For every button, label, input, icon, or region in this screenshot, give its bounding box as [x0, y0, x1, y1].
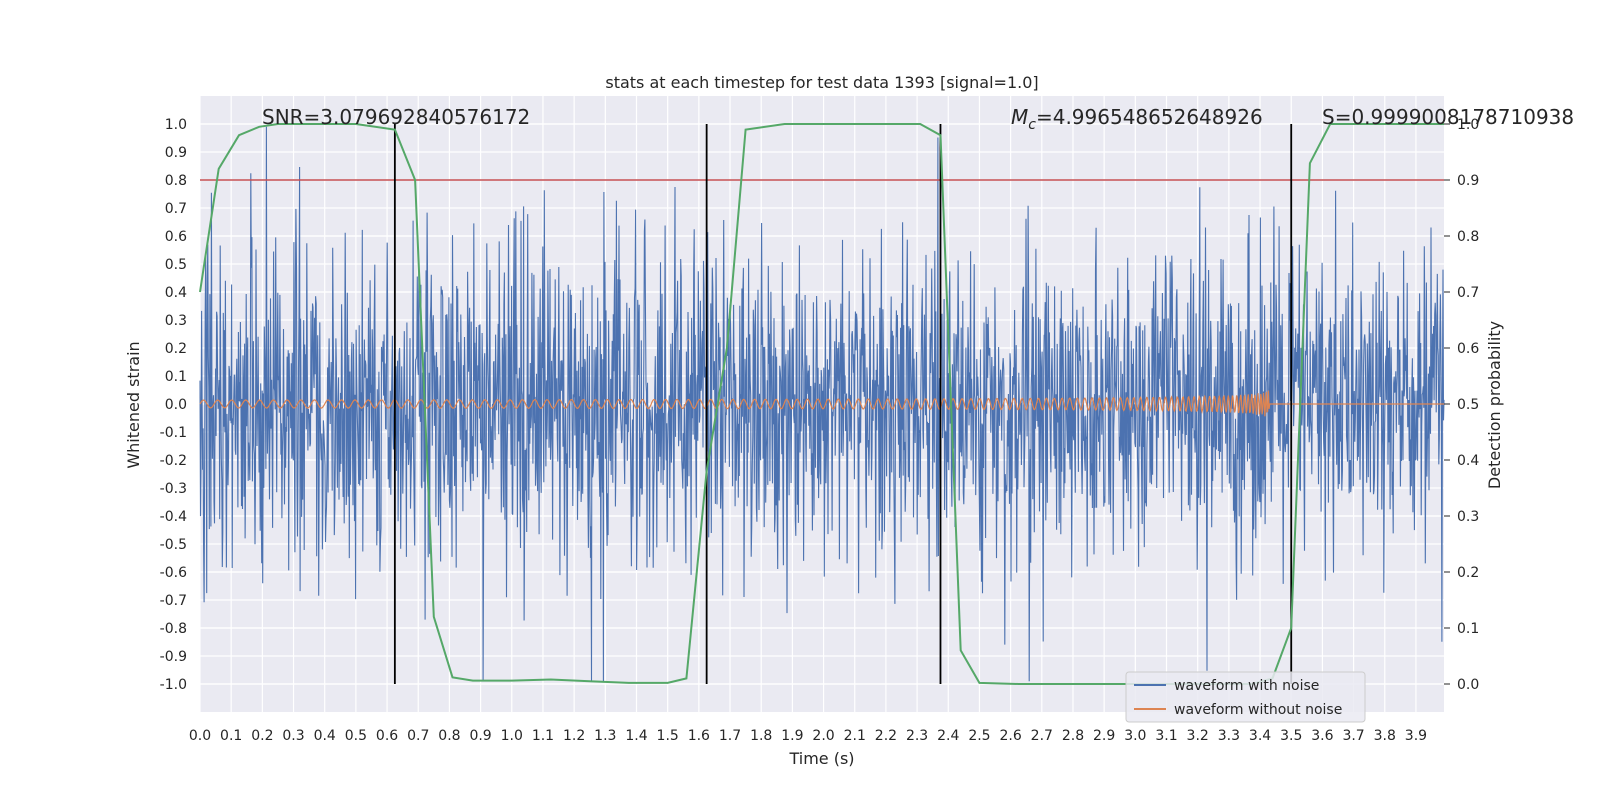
- x-tick-label: 1.8: [750, 728, 772, 744]
- y-tick-label: -0.7: [160, 593, 187, 609]
- x-tick-label: 1.9: [781, 728, 803, 744]
- y-tick-label: -0.8: [160, 621, 187, 637]
- x-tick-label: 3.7: [1342, 728, 1364, 744]
- y-tick-label: 0.7: [165, 201, 187, 217]
- boundary-lines: [393, 124, 1293, 684]
- x-tick-label: 1.3: [594, 728, 616, 744]
- y-tick-label: -0.6: [160, 565, 187, 581]
- y-tick-label: 0.2: [165, 341, 187, 357]
- x-tick-label: 0.9: [469, 728, 491, 744]
- x-tick-label: 3.1: [1155, 728, 1177, 744]
- y2-tick-label: 0.0: [1457, 677, 1479, 693]
- x-tick-label: 0.0: [189, 728, 211, 744]
- y-tick-label: -0.9: [160, 649, 187, 665]
- x-tick-label: 1.6: [688, 728, 710, 744]
- y-tick-label: -0.4: [160, 509, 187, 525]
- x-tick-label: 2.9: [1093, 728, 1115, 744]
- x-tick-label: 3.3: [1218, 728, 1240, 744]
- x-tick-label: 3.9: [1405, 728, 1427, 744]
- x-tick-label: 3.2: [1187, 728, 1209, 744]
- s-annotation: S=0.9999008178710938: [1322, 105, 1574, 129]
- x-tick-label: 1.5: [657, 728, 679, 744]
- x-tick-label: 2.4: [937, 728, 959, 744]
- x-tick-label: 0.5: [345, 728, 367, 744]
- x-tick-label: 2.3: [906, 728, 928, 744]
- x-axis-label: Time (s): [788, 749, 854, 768]
- y-tick-label: 0.0: [165, 397, 187, 413]
- y2-tick-label: 1.0: [1457, 117, 1479, 133]
- y-tick-label: 0.1: [165, 369, 187, 385]
- x-tick-label: 3.5: [1280, 728, 1302, 744]
- waveform-with-noise-line: [199, 126, 1445, 682]
- x-tick-label: 0.6: [376, 728, 398, 744]
- x-tick-label: 0.3: [282, 728, 304, 744]
- chirp-mass-annotation: Mc=4.996548652648926: [1011, 105, 1263, 133]
- x-tick-label: 2.8: [1062, 728, 1084, 744]
- waveform-without-noise-line: [199, 390, 1444, 417]
- x-tick-label: 0.8: [438, 728, 460, 744]
- x-tick-label: 0.7: [407, 728, 429, 744]
- y-axis-ticks: 1.0 0.9 0.8 0.7 0.6 0.5 0.4 0.3 0.2 0.1 0.0 -0.1 -0.…: [160, 117, 187, 693]
- y-tick-label: 0.4: [165, 285, 187, 301]
- x-tick-label: 2.6: [999, 728, 1021, 744]
- waveform-without-noise-series: [199, 390, 1444, 417]
- y-tick-label: 0.9: [165, 145, 187, 161]
- y-axis-label: Whitened strain: [124, 341, 143, 468]
- y-tick-label: -0.1: [160, 425, 187, 441]
- x-tick-label: 0.1: [220, 728, 242, 744]
- legend-label-clean: waveform without noise: [1174, 702, 1342, 718]
- mc-subscript: c: [1028, 117, 1036, 133]
- x-tick-label: 1.0: [501, 728, 523, 744]
- y2-tick-label: 0.6: [1457, 341, 1479, 357]
- legend-label-noise: waveform with noise: [1174, 678, 1319, 694]
- y-tick-label: 0.5: [165, 257, 187, 273]
- snr-annotation: SNR=3.079692840576172: [262, 105, 530, 129]
- x-tick-label: 3.6: [1311, 728, 1333, 744]
- y2-tick-label: 0.4: [1457, 453, 1479, 469]
- x-tick-label: 2.5: [968, 728, 990, 744]
- y-tick-label: 0.3: [165, 313, 187, 329]
- x-tick-label: 3.0: [1124, 728, 1146, 744]
- chart-title: stats at each timestep for test data 139…: [605, 73, 1038, 92]
- y-tick-label: -0.5: [160, 537, 187, 553]
- x-tick-label: 2.0: [812, 728, 834, 744]
- x-tick-label: 0.2: [251, 728, 273, 744]
- y2-axis-label: Detection probability: [1485, 321, 1504, 489]
- x-tick-label: 3.8: [1374, 728, 1396, 744]
- x-tick-label: 2.7: [1031, 728, 1053, 744]
- x-axis-ticks: 0.0 0.1 0.2 0.3 0.4 0.5 0.6 0.7 0.8 0.9 1.0 1.1 1.2 1…: [189, 728, 1427, 744]
- legend: waveform with noise waveform without noi…: [1125, 671, 1366, 723]
- x-tick-label: 1.7: [719, 728, 741, 744]
- y2-tick-label: 0.7: [1457, 285, 1479, 301]
- x-tick-label: 1.4: [625, 728, 647, 744]
- legend-box: [1125, 671, 1366, 723]
- y2-tick-label: 0.1: [1457, 621, 1479, 637]
- x-tick-label: 3.4: [1249, 728, 1271, 744]
- y2-tick-label: 0.2: [1457, 565, 1479, 581]
- mc-value: =4.996548652648926: [1036, 105, 1263, 129]
- waveform-with-noise-series: [199, 126, 1445, 682]
- y-tick-label: 0.8: [165, 173, 187, 189]
- y-tick-label: -0.3: [160, 481, 187, 497]
- x-tick-label: 2.2: [875, 728, 897, 744]
- mc-symbol: M: [1011, 105, 1028, 129]
- y-tick-label: 1.0: [165, 117, 187, 133]
- y2-tick-label: 0.9: [1457, 173, 1479, 189]
- y2-tick-label: 0.3: [1457, 509, 1479, 525]
- y-tick-label: -1.0: [160, 677, 187, 693]
- y2-tick-label: 0.8: [1457, 229, 1479, 245]
- x-tick-label: 0.4: [314, 728, 336, 744]
- y2-tick-label: 0.5: [1457, 397, 1479, 413]
- x-tick-label: 1.1: [532, 728, 554, 744]
- x-tick-label: 2.1: [844, 728, 866, 744]
- y2-axis-ticks: 1.0 0.9 0.8 0.7 0.6 0.5 0.4 0.3 0.2 0.1 0.0: [1444, 117, 1479, 693]
- x-tick-label: 1.2: [563, 728, 585, 744]
- y-tick-label: 0.6: [165, 229, 187, 245]
- y-tick-label: -0.2: [160, 453, 187, 469]
- grid: [199, 96, 1444, 712]
